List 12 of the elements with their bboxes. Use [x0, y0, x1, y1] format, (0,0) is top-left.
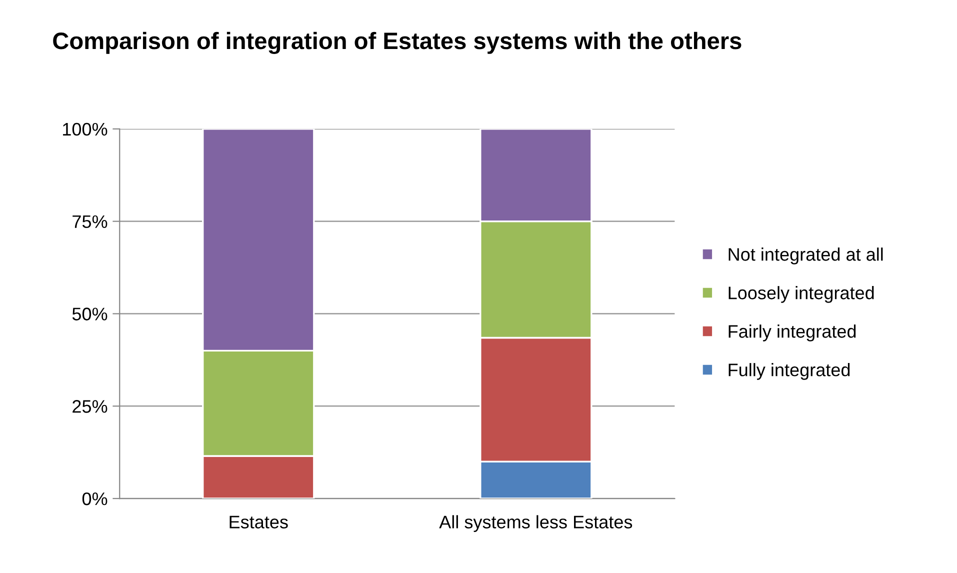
legend-label: Loosely integrated — [728, 286, 874, 303]
x-tick-label: Estates — [230, 516, 288, 528]
x-tick-label: All systems less Estates — [439, 515, 632, 532]
y-tick-label: 25% — [72, 400, 108, 413]
y-tick-label: 50% — [72, 308, 108, 320]
chart-title: Comparison of integration of Estates systems with the others — [53, 32, 742, 54]
y-tick-label: 0% — [82, 492, 108, 506]
legend-label: Fully integrated — [728, 363, 850, 380]
y-tick-label: 75% — [72, 215, 108, 228]
legend-label: Fairly integrated — [728, 324, 856, 342]
legend-label: Not integrated at all — [728, 248, 883, 264]
y-tick-label: 100% — [63, 122, 108, 136]
